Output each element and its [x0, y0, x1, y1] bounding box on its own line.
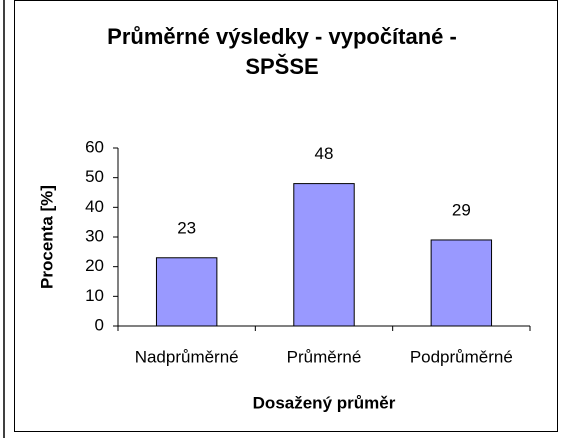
y-tick-label: 40	[85, 197, 104, 216]
y-tick-label: 30	[85, 226, 104, 245]
bar	[155, 257, 218, 327]
bar	[430, 239, 493, 327]
x-tick-label: Nadprůměrné	[135, 347, 239, 366]
y-tick-label: 0	[95, 315, 104, 334]
y-tick-label: 10	[85, 286, 104, 305]
data-label: 29	[452, 200, 471, 219]
x-tick-label: Průměrné	[287, 347, 362, 366]
y-axis-label: Procenta [%]	[37, 185, 56, 289]
bar	[293, 183, 355, 327]
chart-border	[14, 0, 558, 432]
x-tick-label: Podprůměrné	[410, 347, 513, 366]
data-label: 48	[315, 144, 334, 163]
data-label: 23	[177, 218, 196, 237]
y-tick-label: 20	[85, 256, 104, 275]
x-axis-label: Dosažený průměr	[253, 393, 396, 412]
y-tick-label: 60	[85, 137, 104, 156]
chart-title: Průměrné výsledky - vypočítané - SPŠSE	[107, 24, 457, 79]
y-tick-label: 50	[85, 167, 104, 186]
